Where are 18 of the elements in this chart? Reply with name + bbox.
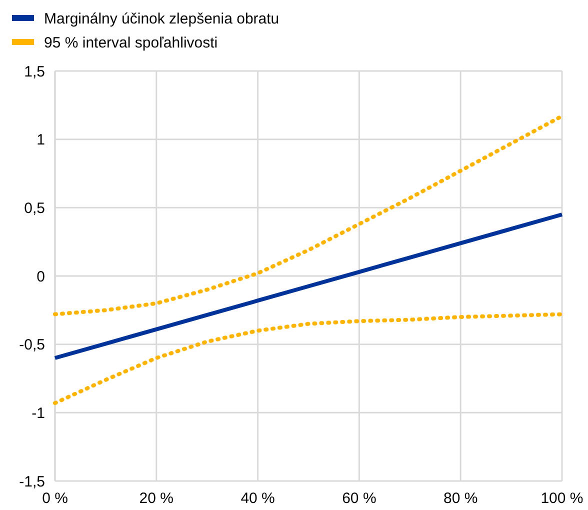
x-tick-label: 100 % — [540, 490, 584, 507]
legend-label: Marginálny účinok zlepšenia obratu — [44, 10, 280, 28]
legend-label: 95 % interval spoľahlivosti — [44, 34, 218, 52]
y-tick-label: -1 — [32, 404, 45, 422]
y-tick-label: 0,5 — [24, 200, 45, 217]
x-tick-label: 60 % — [342, 490, 376, 507]
x-tick-label: 20 % — [139, 490, 174, 507]
line-series — [53, 114, 564, 316]
y-tick-label: 0 — [36, 268, 45, 286]
y-tick-label: 1,5 — [24, 63, 45, 80]
x-tick-label: 40 % — [240, 490, 275, 507]
line-series — [53, 212, 564, 360]
x-tick-label: 0 % — [42, 490, 68, 507]
line-series — [53, 312, 564, 406]
y-tick-label: -1,5 — [19, 473, 45, 490]
y-tick-label: -0,5 — [19, 336, 45, 354]
y-tick-label: 1 — [36, 132, 45, 149]
x-tick-label: 80 % — [444, 490, 478, 507]
